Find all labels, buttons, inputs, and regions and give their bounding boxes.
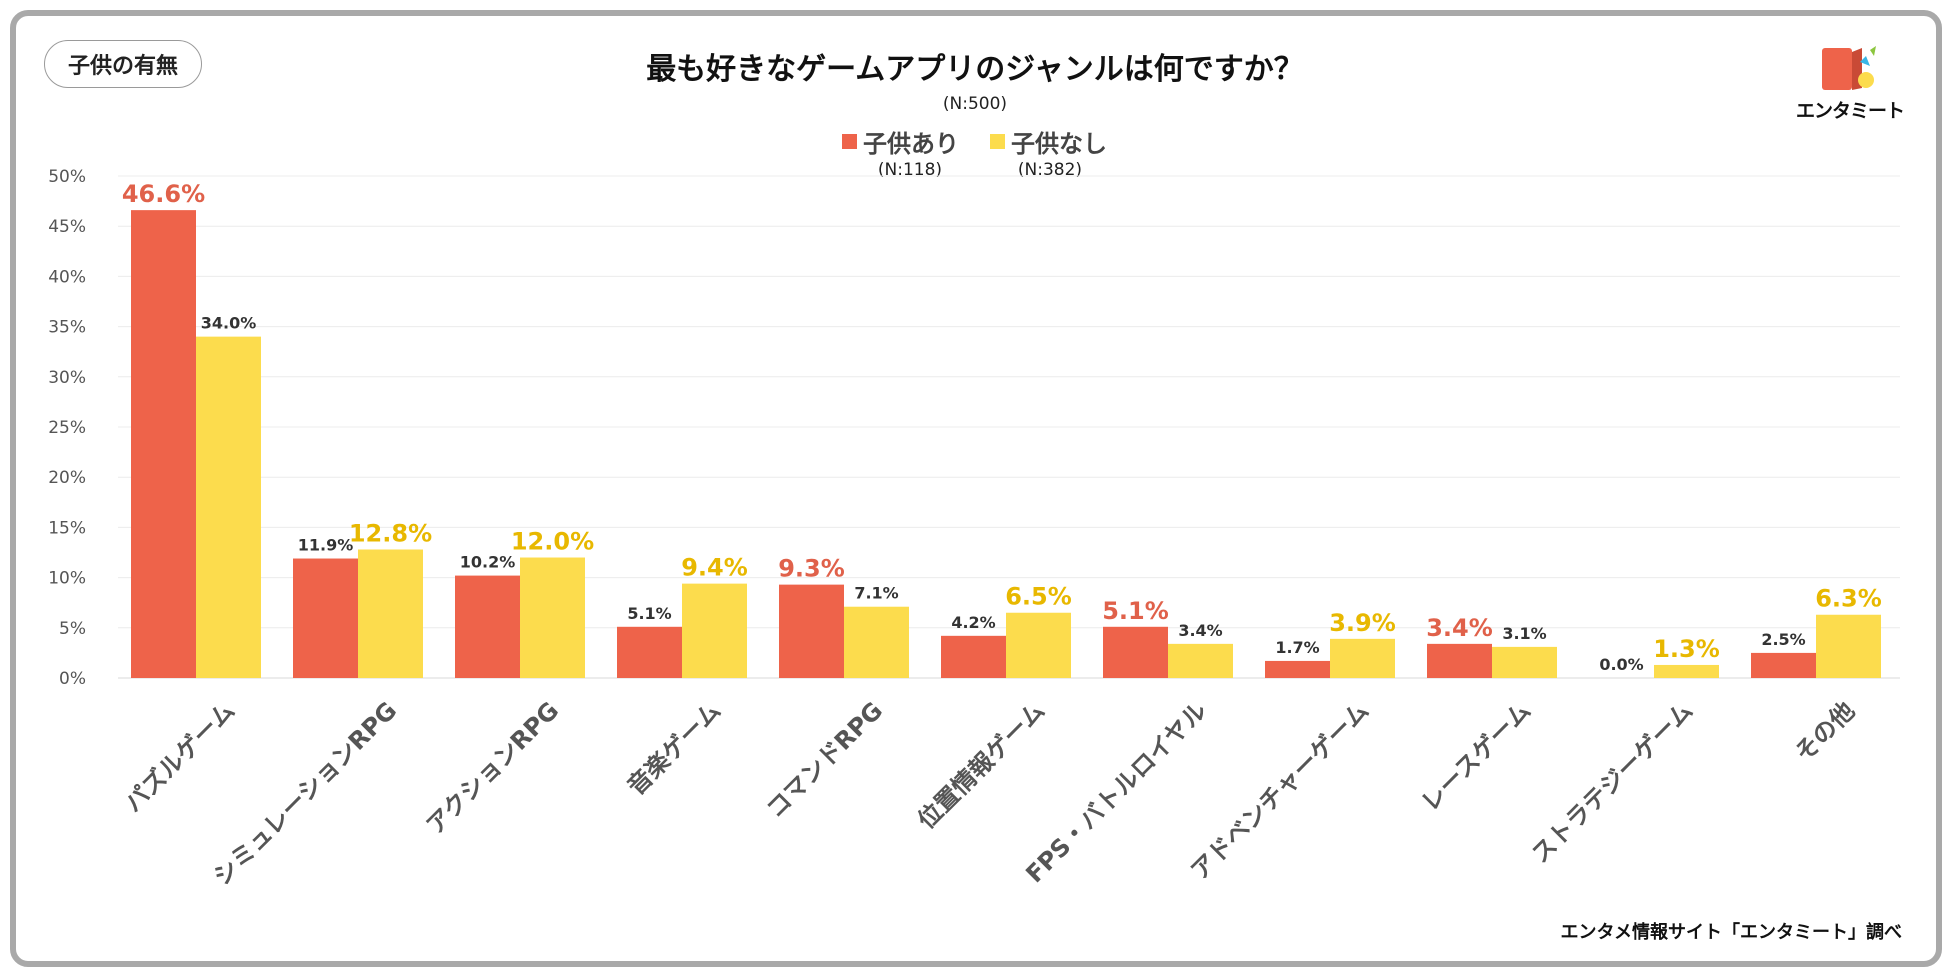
y-tick-label: 35%: [48, 318, 86, 338]
x-category-label: パズルゲーム: [119, 696, 240, 817]
legend-n-series-a: (N:118): [877, 160, 943, 180]
bar-series-b: [1330, 638, 1395, 678]
x-category-label: ストラテジーゲーム: [1526, 696, 1698, 868]
y-tick-label: 50%: [48, 167, 86, 187]
bar-series-a: [1265, 660, 1330, 678]
chart-frame: [10, 10, 1942, 967]
x-category-label: 位置情報ゲーム: [912, 696, 1050, 834]
data-label-series-a: 5.1%: [1102, 597, 1169, 625]
data-label-series-a: 10.2%: [460, 553, 516, 572]
y-tick-label: 20%: [48, 468, 86, 488]
data-label-series-a: 0.0%: [1599, 655, 1643, 674]
data-label-series-b: 12.8%: [349, 519, 432, 547]
legend-n-series-b: (N:382): [1017, 160, 1083, 180]
legend-item-series-b: 子供なし: [990, 124, 1107, 159]
data-label-series-b: 3.1%: [1502, 624, 1546, 643]
bar-series-a: [293, 558, 358, 678]
bar-series-b: [1006, 612, 1071, 678]
data-label-series-a: 4.2%: [951, 613, 995, 632]
x-category-label: その他: [1790, 696, 1861, 767]
data-label-series-b: 7.1%: [854, 584, 898, 603]
bar-series-b: [520, 557, 585, 678]
x-category-label: アクションRPG: [421, 696, 564, 839]
y-tick-label: 15%: [48, 518, 86, 538]
logo-text: エンタミート: [1795, 100, 1905, 122]
bar-series-b: [844, 606, 909, 678]
bar-series-a: [941, 635, 1006, 678]
y-tick-label: 25%: [48, 418, 86, 438]
data-label-series-a: 11.9%: [298, 536, 354, 555]
bar-series-a: [1103, 626, 1168, 678]
y-tick-label: 45%: [48, 217, 86, 237]
bar-series-b: [196, 336, 261, 678]
data-label-series-b: 3.4%: [1178, 621, 1222, 640]
bar-series-b: [682, 583, 747, 678]
source-credit: エンタメ情報サイト「エンタミート」調べ: [1560, 922, 1902, 943]
y-tick-label: 0%: [59, 669, 86, 689]
legend-swatch-series-a: [842, 134, 857, 149]
data-label-series-b: 1.3%: [1653, 635, 1720, 663]
data-label-series-a: 1.7%: [1275, 638, 1319, 657]
bar-series-b: [1816, 614, 1881, 678]
bar-series-b: [1654, 664, 1719, 678]
legend-label-series-a: 子供あり: [863, 130, 959, 158]
bar-series-a: [455, 575, 520, 678]
y-tick-label: 40%: [48, 267, 86, 287]
bar-series-b: [1168, 643, 1233, 678]
data-label-series-a: 46.6%: [122, 180, 205, 208]
data-label-series-b: 9.4%: [681, 554, 748, 582]
data-label-series-a: 3.4%: [1426, 614, 1493, 642]
data-label-series-b: 34.0%: [201, 314, 257, 333]
bar-series-b: [358, 549, 423, 678]
data-label-series-b: 3.9%: [1329, 609, 1396, 637]
chart-subtitle: (N:500): [942, 94, 1008, 114]
y-tick-label: 30%: [48, 368, 86, 388]
x-category-label: アドベンチャーゲーム: [1185, 696, 1374, 885]
entameet-logo-icon: [1822, 46, 1876, 90]
y-tick-label: 5%: [59, 619, 86, 639]
x-category-label: FPS・バトルロイヤル: [1020, 696, 1212, 888]
data-label-series-a: 5.1%: [627, 604, 671, 623]
data-label-series-b: 6.3%: [1815, 585, 1882, 613]
bar-series-a: [1751, 652, 1816, 678]
data-label-series-b: 6.5%: [1005, 583, 1072, 611]
bar-series-a: [131, 210, 196, 679]
data-label-series-a: 9.3%: [778, 555, 845, 583]
bar-series-b: [1492, 646, 1557, 678]
x-category-label: シミュレーションRPG: [208, 696, 402, 890]
legend-item-series-a: 子供あり: [842, 124, 959, 159]
bar-series-a: [617, 626, 682, 678]
chart-title: 最も好きなゲームアプリのジャンルは何ですか？: [646, 52, 1304, 87]
bar-series-a: [1427, 643, 1492, 678]
y-tick-label: 10%: [48, 569, 86, 589]
legend-label-series-b: 子供なし: [1011, 130, 1107, 158]
data-label-series-b: 12.0%: [511, 528, 594, 556]
filter-badge: 子供の有無: [44, 40, 202, 88]
x-category-label: レースゲーム: [1416, 696, 1536, 816]
x-category-label: 音楽ゲーム: [622, 696, 726, 800]
legend-swatch-series-b: [990, 134, 1005, 149]
data-label-series-a: 2.5%: [1761, 630, 1805, 649]
bar-series-a: [779, 584, 844, 678]
x-category-label: コマンドRPG: [761, 696, 888, 823]
